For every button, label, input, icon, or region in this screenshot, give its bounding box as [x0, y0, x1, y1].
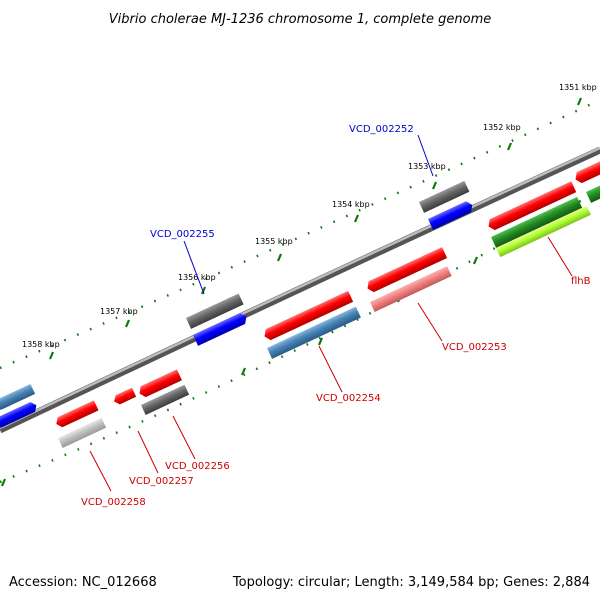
- gene-feature-green-edge[interactable]: [586, 179, 600, 203]
- tick-label: 1358 kbp: [22, 340, 60, 349]
- tick-mark: [431, 181, 438, 190]
- leader-line: [318, 345, 343, 393]
- gene-feature-blue[interactable]: [428, 200, 475, 230]
- kbp-labels: 1351 kbp 1352 kbp 1353 kbp 1354 kbp 1355…: [22, 83, 597, 349]
- tick-label: 1354 kbp: [332, 200, 370, 209]
- gene-feature-blue-2[interactable]: [193, 311, 249, 346]
- gene-label[interactable]: VCD_002258: [81, 497, 146, 508]
- tick-mark: [124, 319, 131, 328]
- tick-mark: [200, 286, 207, 295]
- gene-feature-steelblue[interactable]: [267, 306, 361, 359]
- gene-feature-lime[interactable]: [496, 205, 591, 258]
- leader-line: [172, 415, 196, 460]
- gene-label[interactable]: VCD_002252: [349, 124, 414, 135]
- feature-bar: [496, 205, 591, 258]
- gene-feature-red-2[interactable]: [365, 247, 448, 294]
- gene-feature-red-edge[interactable]: [573, 157, 600, 185]
- gene-label[interactable]: VCD_002257: [129, 476, 194, 487]
- tick-mark: [472, 256, 479, 265]
- leader-line: [137, 430, 159, 474]
- accession-text: Accession: NC_012668: [9, 575, 157, 590]
- gene-feature-red-5[interactable]: [54, 400, 99, 429]
- tick-label: 1357 kbp: [100, 307, 138, 316]
- feature-bar: [367, 247, 448, 293]
- major-ticks: [48, 97, 583, 360]
- gene-feature-gray-3[interactable]: [141, 384, 190, 415]
- feature-bar: [0, 401, 37, 428]
- genome-backbone: [0, 146, 600, 434]
- gene-feature-gray-2[interactable]: [186, 293, 244, 329]
- tick-mark: [48, 351, 55, 360]
- genome-summary-text: Topology: circular; Length: 3,149,584 bp…: [232, 575, 590, 590]
- feature-bar: [114, 387, 137, 405]
- tick-label: 1352 kbp: [483, 123, 521, 132]
- feature-bar: [56, 400, 99, 428]
- tick-label: 1351 kbp: [559, 83, 597, 92]
- gene-feature-blue-edge[interactable]: [0, 400, 39, 428]
- tick-mark: [276, 253, 283, 262]
- gene-feature-green[interactable]: [491, 196, 583, 248]
- gene-feature-red-small[interactable]: [112, 387, 137, 406]
- label-leaders: [89, 134, 573, 492]
- gene-feature-steelblue-edge[interactable]: [0, 383, 36, 410]
- gene-feature-red-4[interactable]: [137, 369, 182, 398]
- leader-line: [89, 450, 112, 492]
- map-title: Vibrio cholerae MJ-1236 chromosome 1, co…: [109, 12, 491, 27]
- tick-mark: [0, 478, 7, 487]
- gene-label[interactable]: VCD_002253: [442, 342, 507, 353]
- leader-line: [417, 134, 434, 177]
- tick-mark: [317, 337, 324, 346]
- tick-mark: [506, 142, 513, 151]
- gene-label[interactable]: flhB: [571, 276, 591, 287]
- gene-feature-gray[interactable]: [419, 180, 470, 213]
- gene-feature-red-3[interactable]: [262, 290, 354, 342]
- gene-feature-pink[interactable]: [370, 266, 452, 312]
- feature-bar: [186, 293, 244, 329]
- feature-bar: [575, 157, 600, 184]
- feature-bar: [264, 290, 354, 341]
- tick-mark: [353, 214, 360, 223]
- feature-bar: [141, 384, 190, 415]
- feature-bar: [370, 266, 452, 312]
- feature-bar: [139, 369, 182, 398]
- tick-label: 1355 kbp: [255, 237, 293, 246]
- feature-bar: [267, 306, 361, 359]
- tick-mark: [576, 97, 583, 106]
- gene-label[interactable]: VCD_002256: [165, 461, 230, 472]
- leader-line: [547, 236, 573, 277]
- feature-bar: [428, 201, 473, 230]
- feature-bar: [586, 179, 600, 203]
- feature-bar: [58, 417, 107, 448]
- gene-feature-lightgray[interactable]: [58, 417, 107, 448]
- tick-label: 1356 kbp: [178, 273, 216, 282]
- feature-bar: [0, 383, 36, 410]
- feature-bar: [491, 196, 583, 248]
- tick-mark: [240, 367, 247, 376]
- feature-bar: [488, 181, 577, 231]
- leader-line: [417, 302, 443, 342]
- feature-bar: [419, 180, 470, 213]
- genome-backbone-highlight: [0, 146, 600, 430]
- feature-bar: [193, 313, 247, 346]
- leader-line: [183, 240, 205, 295]
- gene-label[interactable]: VCD_002255: [150, 229, 215, 240]
- gene-label[interactable]: VCD_002254: [316, 393, 381, 404]
- tick-label: 1353 kbp: [408, 162, 446, 171]
- gene-feature-red[interactable]: [486, 181, 577, 232]
